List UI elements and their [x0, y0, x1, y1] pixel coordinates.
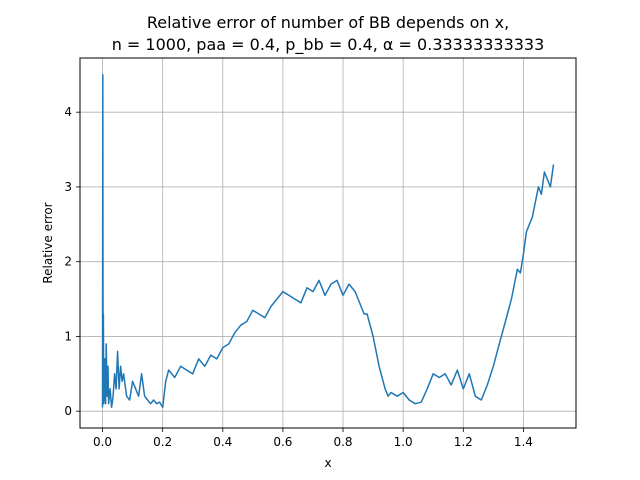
chart-title-line-2: n = 1000, paa = 0.4, p_bb = 0.4, α = 0.3…	[112, 35, 545, 55]
y-tick-label: 2	[64, 255, 72, 269]
y-tick-label: 4	[64, 105, 72, 119]
x-tick-label: 0.0	[93, 435, 112, 449]
y-axis-label: Relative error	[41, 202, 55, 283]
x-tick-label: 0.4	[213, 435, 232, 449]
x-tick-label: 0.6	[273, 435, 292, 449]
plot-frame	[79, 57, 577, 429]
x-tick-label: 1.4	[514, 435, 533, 449]
series-line	[101, 74, 555, 409]
y-tick-label: 1	[64, 329, 72, 343]
x-tick-label: 0.2	[153, 435, 172, 449]
y-axis-ticks: 0 1 2 3 4	[64, 105, 80, 418]
y-tick-label: 3	[64, 180, 72, 194]
x-tick-label: 1.2	[454, 435, 473, 449]
x-tick-label: 0.8	[333, 435, 352, 449]
x-tick-label: 1.0	[394, 435, 413, 449]
x-axis-ticks: 0.0 0.2 0.4 0.6 0.8 1.0 1.2 1.4	[93, 428, 533, 449]
x-axis-label: x	[324, 456, 331, 470]
y-tick-label: 0	[64, 404, 72, 418]
grid	[80, 58, 576, 428]
chart-title-line-1: Relative error of number of BB depends o…	[147, 13, 509, 32]
series-layer	[101, 74, 555, 409]
